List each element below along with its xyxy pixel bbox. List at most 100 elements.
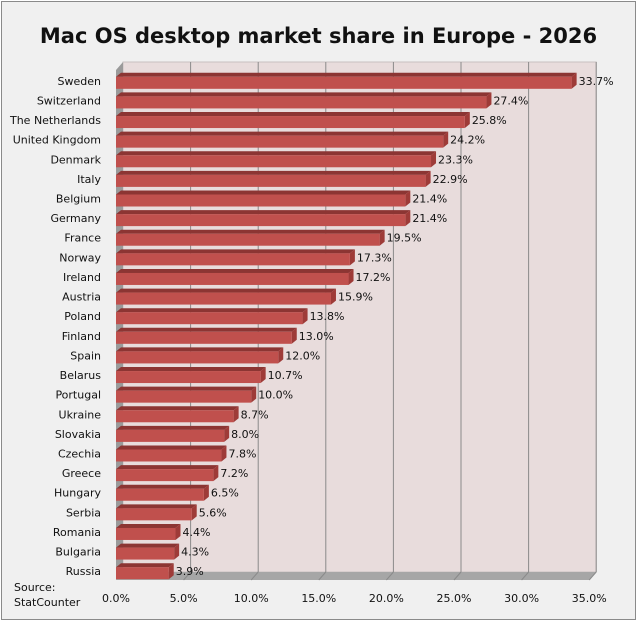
bar-top xyxy=(116,445,227,450)
x-tick-label: 25.0% xyxy=(437,592,472,605)
gridline-floor xyxy=(588,571,597,581)
bar-side xyxy=(278,347,284,364)
category-label: Austria xyxy=(62,291,101,304)
bar-side xyxy=(175,523,181,540)
bar xyxy=(116,155,432,168)
category-label: Portugal xyxy=(55,389,101,402)
value-label: 23.3% xyxy=(438,153,473,166)
category-label: Bulgaria xyxy=(55,546,101,559)
bar-side xyxy=(168,563,174,580)
bar-side xyxy=(349,249,355,266)
category-label: Spain xyxy=(70,349,101,362)
bar-top xyxy=(116,484,209,489)
bar-side xyxy=(302,308,308,325)
value-label: 22.9% xyxy=(433,173,468,186)
category-label: Romania xyxy=(53,526,101,539)
bar-side xyxy=(464,112,470,129)
bar xyxy=(116,331,292,344)
category-label: Switzerland xyxy=(37,94,101,107)
gridline-floor xyxy=(318,571,327,581)
value-label: 21.4% xyxy=(412,212,447,225)
category-label: Sweden xyxy=(58,75,101,88)
bar-side xyxy=(486,92,492,109)
bar xyxy=(116,469,214,482)
category-label: Ukraine xyxy=(59,408,102,421)
gridline-floor xyxy=(386,571,394,581)
bar-top xyxy=(116,288,336,293)
bar-top xyxy=(116,92,492,97)
x-tick-label: 15.0% xyxy=(301,592,336,605)
bar-side xyxy=(348,268,354,285)
source-name: StatCounter xyxy=(14,596,81,609)
x-tick-label: 5.0% xyxy=(170,592,198,605)
bar xyxy=(116,116,465,129)
bar-side xyxy=(571,72,577,89)
gridline-floor xyxy=(453,571,462,581)
bar xyxy=(116,567,169,580)
bar-top xyxy=(116,386,257,391)
bar xyxy=(116,312,303,325)
category-label: Germany xyxy=(50,212,101,225)
bar xyxy=(116,390,252,403)
bar-top xyxy=(116,190,411,195)
value-label: 8.7% xyxy=(241,408,269,421)
bar xyxy=(116,449,222,462)
x-tick-label: 10.0% xyxy=(234,592,269,605)
x-tick-label: 30.0% xyxy=(504,592,539,605)
bar-side xyxy=(191,504,197,521)
bar xyxy=(116,527,176,540)
value-label: 7.8% xyxy=(228,448,256,461)
gridline-floor xyxy=(183,571,191,581)
bar-side xyxy=(251,386,257,403)
bar xyxy=(116,194,406,207)
value-label: 4.3% xyxy=(181,546,209,559)
value-label: 17.2% xyxy=(356,271,391,284)
category-label: Ireland xyxy=(63,271,101,284)
category-label: Belarus xyxy=(60,369,102,382)
category-label: Denmark xyxy=(50,153,101,166)
category-label: Hungary xyxy=(54,487,101,500)
bar-side xyxy=(330,288,336,305)
category-label: Italy xyxy=(77,173,101,186)
category-label: France xyxy=(64,232,101,245)
source-note: Source: StatCounter xyxy=(14,580,80,610)
value-label: 15.9% xyxy=(338,291,373,304)
gridline-floor xyxy=(521,571,529,581)
bar-side xyxy=(260,367,266,384)
bar xyxy=(116,351,279,364)
bar xyxy=(116,135,444,148)
bar-top xyxy=(116,229,385,234)
bar-side xyxy=(291,327,297,344)
bar-top xyxy=(116,327,297,332)
category-label: Finland xyxy=(62,330,101,343)
x-tick-label: 20.0% xyxy=(369,592,404,605)
bar xyxy=(116,214,406,227)
bar-side xyxy=(443,131,449,148)
bar-side xyxy=(221,445,227,462)
value-label: 8.0% xyxy=(231,428,259,441)
value-label: 3.9% xyxy=(176,565,204,578)
bar-side xyxy=(379,229,385,246)
value-label: 13.0% xyxy=(299,330,334,343)
bar-top xyxy=(116,465,219,470)
source-label: Source: xyxy=(14,581,56,594)
value-label: 5.6% xyxy=(199,506,227,519)
value-label: 33.7% xyxy=(579,75,614,88)
category-label: Slovakia xyxy=(55,428,101,441)
bar xyxy=(116,410,234,423)
bar xyxy=(116,96,487,109)
bar-top xyxy=(116,72,577,77)
bar-top xyxy=(116,249,355,254)
bar xyxy=(116,508,192,521)
bar-top xyxy=(116,406,239,411)
bar xyxy=(116,429,225,442)
bar xyxy=(116,547,175,560)
bar xyxy=(116,76,572,89)
bar-top xyxy=(116,151,437,156)
bar-top xyxy=(116,563,174,568)
category-label: Serbia xyxy=(66,506,101,519)
value-label: 21.4% xyxy=(412,193,447,206)
bar-side xyxy=(203,484,209,501)
category-label: Greece xyxy=(62,467,101,480)
